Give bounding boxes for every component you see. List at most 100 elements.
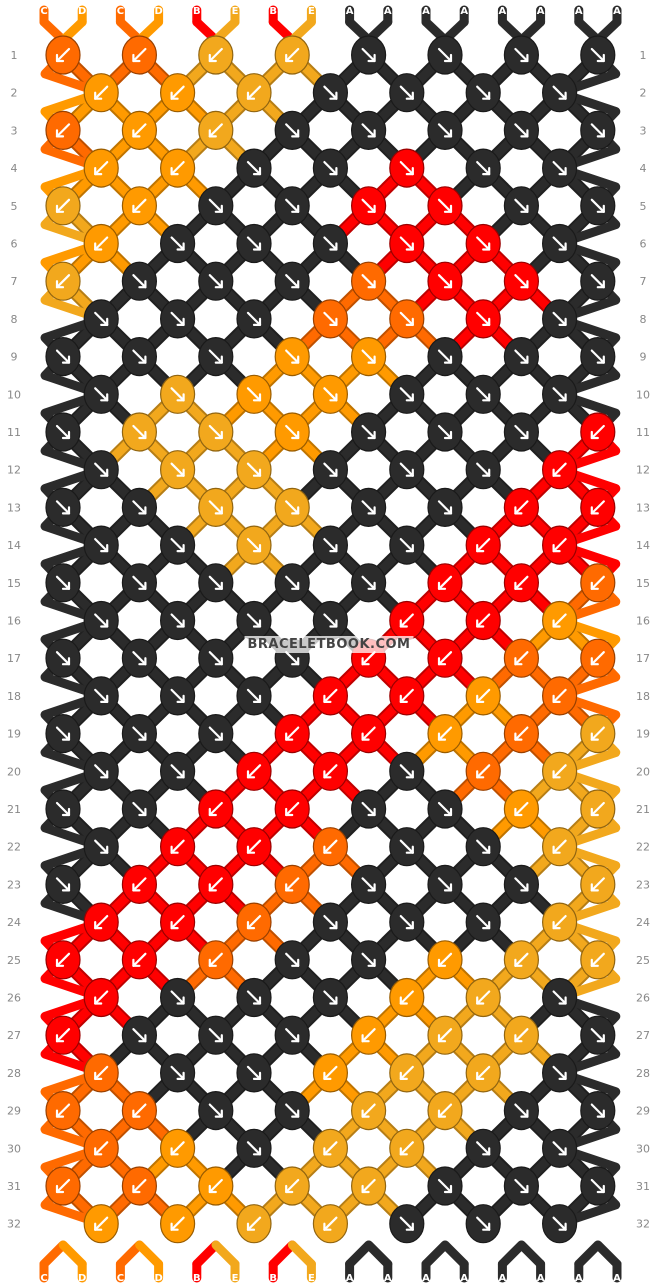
arrow-down-right-icon (399, 85, 414, 100)
arrow-down-right-icon (437, 274, 453, 289)
arrow-down-right-icon (514, 123, 529, 138)
arrow-down-right-icon (437, 1178, 453, 1194)
arrow-down-left-icon (208, 801, 223, 817)
arrow-down-right-icon (170, 613, 185, 628)
arrow-down-right-icon (323, 990, 338, 1005)
arrow-down-right-icon (323, 462, 338, 477)
string-bottom (593, 1240, 622, 1269)
arrow-down-left-icon (437, 1028, 453, 1043)
arrow-down-left-icon (399, 688, 414, 704)
arrow-down-left-icon (552, 688, 567, 704)
arrow-down-left-icon (590, 726, 605, 741)
arrow-down-right-icon (514, 1178, 529, 1194)
arrow-down-right-icon (514, 877, 529, 892)
row-number-left: 9 (11, 351, 18, 364)
arrow-down-left-icon (170, 839, 185, 854)
arrow-down-right-icon (208, 198, 223, 213)
string-letter-bottom: B (269, 1273, 277, 1284)
row-number-right: 7 (640, 275, 647, 288)
string-letter-top: D (78, 6, 86, 17)
arrow-down-left-icon (246, 914, 262, 930)
row-number-right: 29 (636, 1105, 650, 1118)
arrow-down-right-icon (55, 349, 71, 364)
string-letter-bottom: A (575, 1273, 583, 1284)
arrow-down-right-icon (170, 764, 185, 779)
row-number-left: 21 (7, 803, 21, 816)
arrow-down-left-icon (514, 952, 529, 967)
arrow-down-right-icon (476, 387, 491, 402)
arrow-down-right-icon (323, 311, 338, 326)
arrow-down-left-icon (246, 764, 262, 779)
arrow-down-left-icon (476, 688, 491, 704)
row-number-left: 10 (7, 388, 21, 401)
arrow-down-left-icon (399, 1065, 414, 1081)
row-number-left: 30 (7, 1142, 21, 1155)
arrow-down-right-icon (437, 877, 453, 892)
arrow-down-right-icon (94, 462, 109, 477)
arrow-down-right-icon (170, 311, 185, 326)
row-number-left: 16 (7, 615, 21, 628)
arrow-down-right-icon (285, 952, 300, 967)
arrow-down-right-icon (285, 198, 300, 213)
arrow-down-left-icon (514, 575, 529, 590)
string-bottom (497, 1240, 526, 1269)
row-number-right: 2 (640, 87, 647, 100)
arrow-down-right-icon (55, 877, 71, 892)
row-number-right: 18 (636, 690, 650, 703)
row-number-left: 5 (11, 200, 18, 213)
arrow-down-left-icon (476, 990, 491, 1005)
arrow-down-right-icon (55, 726, 71, 741)
arrow-down-right-icon (285, 349, 300, 364)
row-number-right: 12 (636, 464, 650, 477)
row-number-right: 23 (636, 878, 650, 891)
arrow-down-right-icon (399, 1216, 414, 1231)
arrow-down-right-icon (170, 990, 185, 1005)
arrow-down-right-icon (514, 198, 529, 213)
row-number-left: 12 (7, 464, 21, 477)
arrow-down-right-icon (361, 47, 376, 63)
row-number-left: 8 (11, 313, 18, 326)
arrow-down-right-icon (246, 462, 262, 477)
arrow-down-left-icon (170, 85, 185, 100)
arrow-down-left-icon (361, 1028, 376, 1043)
arrow-down-right-icon (514, 274, 529, 289)
row-number-right: 30 (636, 1142, 650, 1155)
row-number-right: 31 (636, 1180, 650, 1193)
arrow-down-left-icon (552, 839, 567, 854)
arrow-down-left-icon (94, 236, 109, 251)
arrow-down-left-icon (552, 613, 567, 628)
arrow-down-left-icon (94, 85, 109, 100)
arrow-down-right-icon (361, 500, 376, 515)
arrow-down-right-icon (552, 1141, 567, 1156)
arrow-down-right-icon (361, 801, 376, 817)
row-number-left: 23 (7, 878, 21, 891)
row-number-left: 22 (7, 841, 21, 854)
arrow-down-right-icon (94, 537, 109, 553)
arrow-down-right-icon (361, 123, 376, 138)
string-letter-bottom: A (384, 1273, 392, 1284)
arrow-down-right-icon (361, 198, 376, 213)
row-number-right: 21 (636, 803, 650, 816)
string-letter-bottom: A (460, 1273, 468, 1284)
arrow-down-right-icon (361, 349, 376, 364)
arrow-down-left-icon (399, 613, 414, 628)
string-bottom (364, 1240, 393, 1269)
arrow-down-right-icon (590, 1103, 605, 1118)
row-number-left: 13 (7, 501, 21, 514)
arrow-down-left-icon (246, 1216, 262, 1231)
string-letter-bottom: C (117, 1273, 124, 1284)
arrow-down-right-icon (132, 1028, 147, 1043)
row-number-right: 19 (636, 728, 650, 741)
arrow-down-left-icon (132, 1103, 147, 1118)
arrow-down-left-icon (170, 161, 185, 176)
arrow-down-right-icon (552, 387, 567, 402)
arrow-down-right-icon (246, 311, 262, 326)
arrow-down-right-icon (246, 1065, 262, 1081)
arrow-down-right-icon (170, 537, 185, 553)
watermark-backdrop (244, 636, 414, 653)
row-number-left: 27 (7, 1029, 21, 1042)
arrow-down-left-icon (399, 1141, 414, 1156)
arrow-down-left-icon (132, 198, 147, 213)
arrow-down-left-icon (361, 1178, 376, 1194)
arrow-down-right-icon (323, 387, 338, 402)
